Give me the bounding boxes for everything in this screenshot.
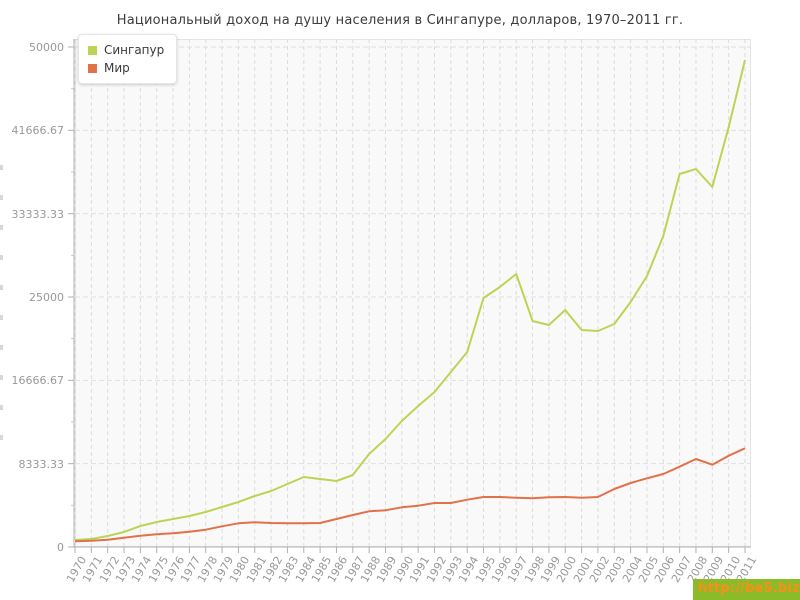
series-line-world — [74, 447, 746, 543]
y-axis-tick-label: 0 — [57, 541, 64, 554]
chart-title: Национальный доход на душу населения в С… — [116, 13, 684, 28]
legend-item-world: Мир — [88, 59, 164, 77]
legend-swatch-icon — [88, 63, 97, 73]
y-axis-tick-label: 41666.67 — [11, 124, 65, 138]
legend: Сингапур Мир — [78, 34, 178, 84]
legend-label: Сингапур — [104, 43, 165, 57]
plot-area — [75, 39, 751, 547]
series-line-singapore — [74, 59, 746, 541]
y-axis-tick-label: 16666.67 — [11, 374, 65, 388]
legend-label: Мир — [104, 61, 130, 75]
y-axis-tick-label: 33333.33 — [11, 207, 65, 221]
y-axis-tick-label: 50000 — [29, 41, 64, 54]
clipped-axis-decoration — [0, 165, 3, 450]
y-axis-tick-label: 25000 — [29, 291, 64, 304]
legend-item-singapore: Сингапур — [88, 41, 164, 59]
watermark-url: http://be5.biz/ — [693, 579, 800, 600]
y-axis-tick-label: 8333.33 — [18, 457, 65, 471]
legend-swatch-icon — [88, 45, 97, 55]
